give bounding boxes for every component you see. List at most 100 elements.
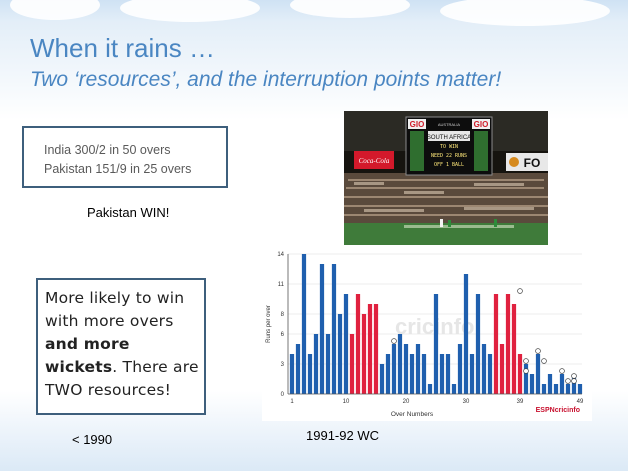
bar-over-2 <box>295 344 301 394</box>
bar-over-41 <box>529 374 535 394</box>
scoreboard-line-4: OFF 1 BALL <box>434 162 464 168</box>
score-line-india: India 300/2 in 50 overs <box>44 143 171 157</box>
wicket-marker-9 <box>571 373 577 379</box>
bar-over-10 <box>343 294 349 394</box>
bar-over-16 <box>379 364 385 394</box>
note-box: More likely to win with more overs and m… <box>36 278 206 415</box>
slide-subtitle: Two ‘resources’, and the interruption po… <box>30 68 502 91</box>
y-tick-11: 11 <box>278 282 285 288</box>
bar-over-22 <box>415 344 421 394</box>
bar-over-36 <box>499 344 505 394</box>
x-tick-10: 10 <box>343 399 350 405</box>
y-tick-0: 0 <box>281 392 285 398</box>
label-1991-92-wc: 1991-92 WC <box>306 428 379 443</box>
x-tick-39: 39 <box>517 399 524 405</box>
bar-over-13 <box>361 314 367 394</box>
y-tick-labels: 0 3 6 8 11 14 <box>277 252 284 398</box>
wicket-marker-7 <box>559 368 565 374</box>
bar-over-29 <box>457 344 463 394</box>
bar-over-19 <box>397 334 403 394</box>
sponsor-sign <box>354 151 394 169</box>
score-line-pakistan: Pakistan 151/9 in 25 overs <box>44 162 192 176</box>
y-tick-3: 3 <box>281 362 285 368</box>
y-axis-label: Runs per over <box>266 305 272 343</box>
y-tick-8: 8 <box>281 312 285 318</box>
stadium-photo: GIO GIO AUSTRALIA SOUTH AFRICA TO WIN NE… <box>344 111 548 245</box>
bar-over-3 <box>301 254 307 394</box>
wicket-marker-1 <box>391 338 397 344</box>
chart-wicket-markers <box>391 288 577 384</box>
bar-over-15 <box>373 304 379 394</box>
bar-over-18 <box>391 344 397 394</box>
field <box>344 223 548 245</box>
bar-over-25 <box>433 294 439 394</box>
bar-over-31 <box>469 354 475 394</box>
bar-over-43 <box>541 384 547 394</box>
scoreboard-small-text: AUSTRALIA <box>438 122 461 127</box>
scoreboard-line-3: NEED 22 RUNS <box>431 153 467 159</box>
y-tick-14: 14 <box>277 252 284 258</box>
bar-over-9 <box>337 314 343 394</box>
note-text-2: . There are TWO resources! <box>45 358 199 399</box>
chart-logo: ESPNcricinfo <box>536 407 580 414</box>
bar-over-20 <box>403 344 409 394</box>
bar-over-37 <box>505 294 511 394</box>
bar-over-1 <box>289 354 295 394</box>
bar-over-7 <box>325 334 331 394</box>
bar-over-40 <box>523 364 529 394</box>
bar-over-33 <box>481 344 487 394</box>
bar-over-39 <box>517 354 523 394</box>
wicket-marker-8 <box>565 378 571 384</box>
bar-over-14 <box>367 304 373 394</box>
bar-over-35 <box>493 294 499 394</box>
label-pre-1990: < 1990 <box>72 432 113 447</box>
x-tick-labels: 1 10 20 30 39 49 <box>290 399 584 405</box>
bar-over-34 <box>487 354 493 394</box>
wicket-marker-6 <box>541 358 547 364</box>
wicket-marker-2 <box>517 288 523 294</box>
sponsor-text: Coca-Cola <box>359 157 390 165</box>
scoreboard-line-1: SOUTH AFRICA <box>427 135 471 141</box>
result-text: Pakistan WIN! <box>87 205 170 220</box>
x-tick-20: 20 <box>403 399 410 405</box>
x-axis-label: Over Numbers <box>391 411 434 418</box>
bar-over-5 <box>313 334 319 394</box>
bar-over-48 <box>571 374 577 394</box>
slide-title: When it rains … <box>30 33 215 63</box>
crowd <box>344 173 548 225</box>
bar-over-47 <box>565 384 571 394</box>
bar-over-27 <box>445 354 451 394</box>
note-text-1: More likely to win with more overs <box>45 289 185 330</box>
score-box: India 300/2 in 50 overs Pakistan 151/9 i… <box>22 126 228 188</box>
sky-background <box>0 0 628 120</box>
bar-over-6 <box>319 264 325 394</box>
x-tick-49: 49 <box>577 399 584 405</box>
scoreboard-brand-left: GIO <box>410 120 425 129</box>
bar-over-30 <box>463 274 469 394</box>
note-text-bold: and more wickets <box>45 335 130 376</box>
bar-over-28 <box>451 384 457 394</box>
bar-over-8 <box>331 264 337 394</box>
wicket-marker-5 <box>535 348 541 354</box>
chart-bars <box>289 254 583 394</box>
bar-over-32 <box>475 294 481 394</box>
scoreboard-line-2: TO WIN <box>440 144 458 150</box>
bar-over-17 <box>385 354 391 394</box>
bar-over-4 <box>307 354 313 394</box>
y-tick-6: 6 <box>281 332 285 338</box>
scoreboard-brand-right: GIO <box>474 120 489 129</box>
bar-over-11 <box>349 334 355 394</box>
x-tick-1: 1 <box>290 399 294 405</box>
wicket-marker-10 <box>571 378 577 384</box>
bar-over-49 <box>577 384 583 394</box>
bar-over-23 <box>421 354 427 394</box>
bar-over-24 <box>427 384 433 394</box>
bar-over-44 <box>547 374 553 394</box>
x-tick-30: 30 <box>463 399 470 405</box>
bar-over-26 <box>439 354 445 394</box>
wicket-marker-4 <box>523 368 529 374</box>
side-sign-text: FO <box>524 156 541 170</box>
bar-over-12 <box>355 294 361 394</box>
wicket-marker-3 <box>523 358 529 364</box>
bar-over-42 <box>535 354 541 394</box>
